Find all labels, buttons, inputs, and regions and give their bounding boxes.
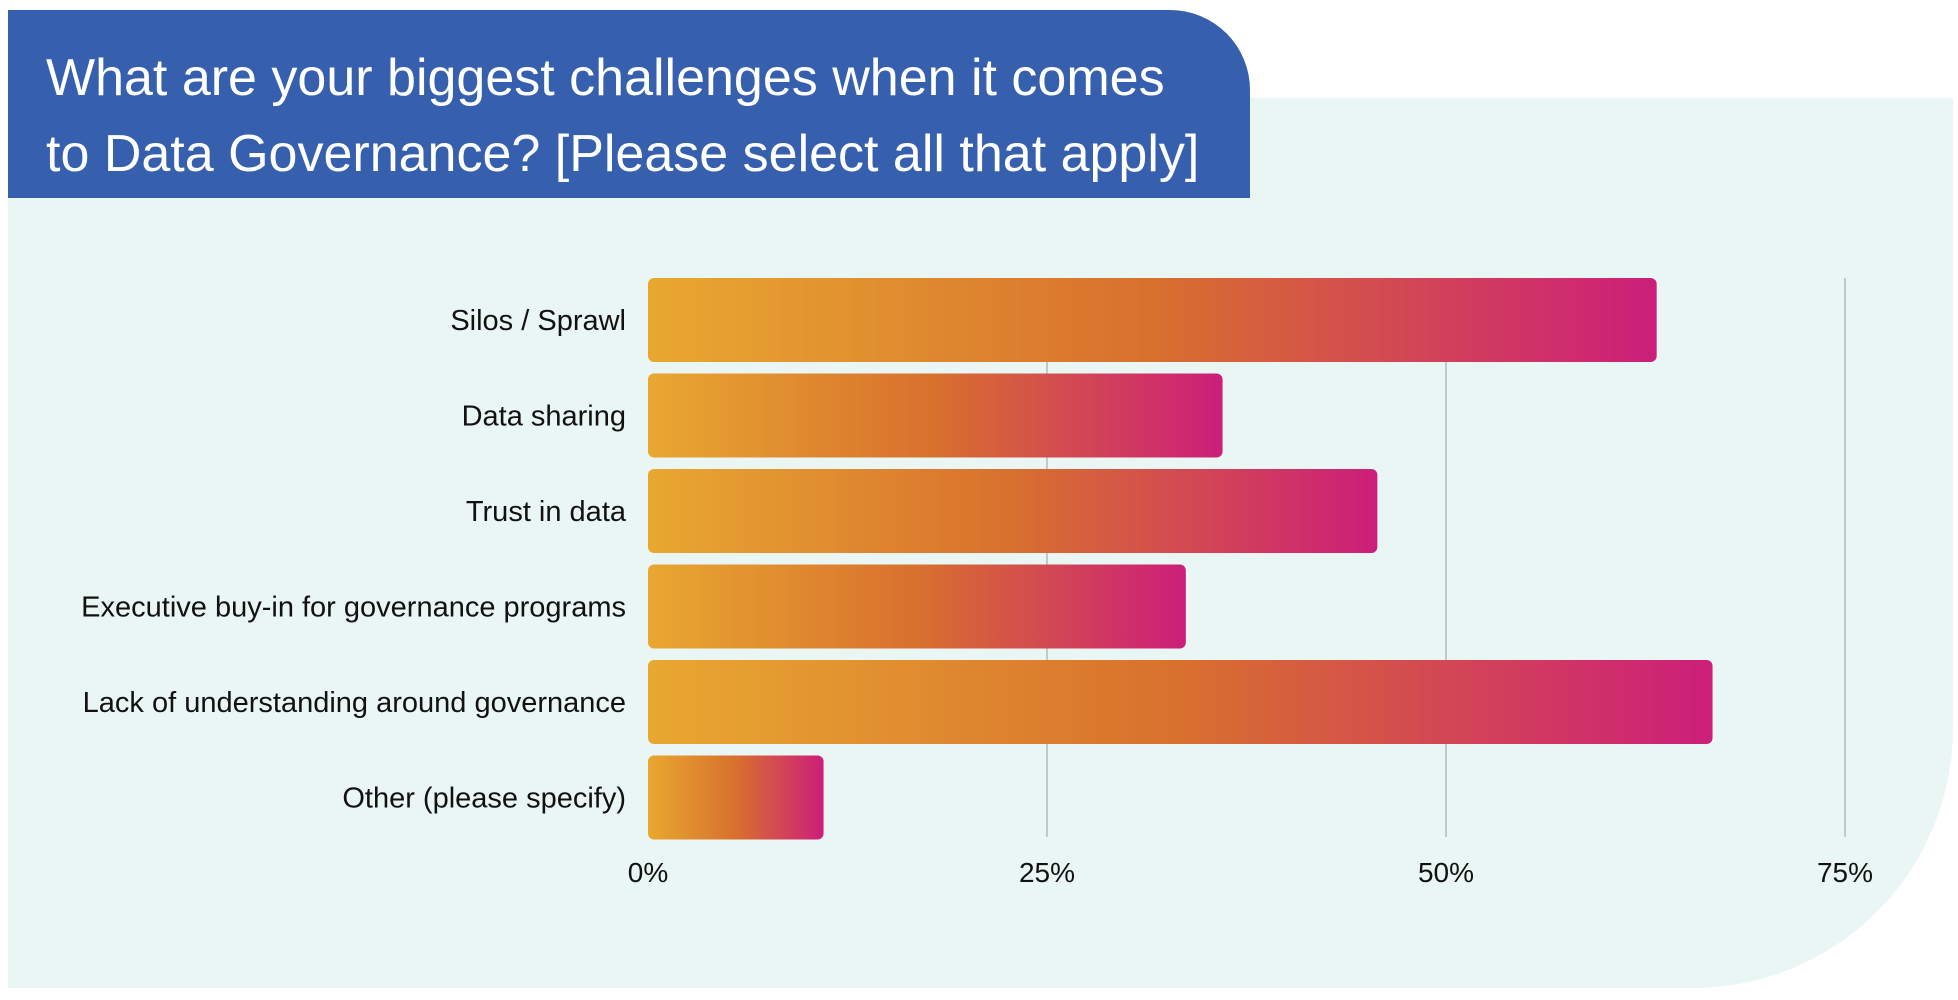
bar: [648, 278, 1657, 362]
category-label: Executive buy-in for governance programs: [81, 592, 626, 624]
x-tick-label: 75%: [1817, 857, 1873, 888]
bars: [648, 278, 1713, 840]
category-label: Other (please specify): [342, 783, 626, 815]
title-banner: What are your biggest challenges when it…: [8, 10, 1250, 198]
bar: [648, 564, 1186, 649]
bar: [648, 660, 1713, 744]
x-tick-label: 0%: [628, 857, 668, 888]
category-labels: Silos / Sprawl Data sharing Trust in data E…: [81, 305, 627, 815]
bar: [648, 373, 1223, 458]
x-axis-ticks: 0% 25% 50% 75%: [628, 857, 1873, 888]
category-label: Trust in data: [466, 496, 627, 528]
bar: [648, 469, 1378, 553]
x-tick-label: 50%: [1418, 857, 1474, 888]
x-tick-label: 25%: [1019, 857, 1075, 888]
category-label: Silos / Sprawl: [450, 305, 626, 337]
chart-title: What are your biggest challenges when it…: [46, 49, 1200, 183]
bar: [648, 755, 824, 840]
category-label: Lack of understanding around governance: [83, 687, 626, 719]
category-label: Data sharing: [462, 401, 626, 433]
